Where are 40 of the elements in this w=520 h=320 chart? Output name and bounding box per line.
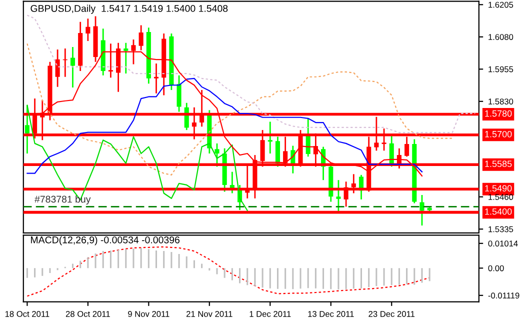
x-tick-label: 9 Nov 2011 <box>128 311 170 317</box>
x-tick-label: 21 Nov 2011 <box>186 311 232 317</box>
candlestick <box>214 142 220 168</box>
x-tick-label: 13 Dec 2011 <box>308 311 354 317</box>
x-tick-label: 1 Dec 2011 <box>250 311 291 317</box>
chart-title: MACD(12,26,9) -0.00534 -0.00396 <box>31 236 180 246</box>
y-tick-label: 1.5335 <box>488 226 514 232</box>
ref-line-label: #783781 buy <box>34 196 91 205</box>
candlestick <box>275 136 280 168</box>
y-tick-label: 0.01014 <box>488 240 518 246</box>
candlestick <box>154 62 159 94</box>
ref-line-label: 1.5700 <box>485 130 512 138</box>
candlestick <box>55 48 60 88</box>
candlestick <box>86 18 90 42</box>
line-series <box>26 104 248 212</box>
ref-line-label: 1.5400 <box>485 208 512 215</box>
candlestick <box>70 46 76 88</box>
candlestick <box>124 42 128 74</box>
y-tick-label: 0.00 <box>488 265 504 272</box>
ref-line-label: 1.5585 <box>485 160 512 168</box>
x-tick-label: 18 Oct 2011 <box>5 311 50 317</box>
candlestick <box>268 121 272 154</box>
line-series <box>26 246 430 297</box>
y-tick-label: -0.01119 <box>488 292 520 298</box>
ref-line-label: 1.5490 <box>485 185 512 192</box>
line-series <box>26 43 453 176</box>
line-series <box>26 78 423 174</box>
chart-title: GBPUSD,Daily 1.5417 1.5419 1.5400 1.5408 <box>30 4 228 14</box>
ref-line-label: 1.5780 <box>485 110 512 117</box>
y-tick-label: 1.6205 <box>488 2 514 8</box>
candlestick <box>24 104 30 154</box>
candlestick <box>176 74 182 112</box>
y-tick-label: 1.6080 <box>488 34 514 40</box>
candlestick <box>420 194 424 226</box>
x-tick-label: 23 Dec 2011 <box>368 311 415 317</box>
line-series <box>26 14 476 134</box>
y-tick-label: 1.5460 <box>488 194 514 200</box>
y-tick-label: 1.5955 <box>488 66 514 72</box>
x-tick-label: 28 Oct 2011 <box>66 311 110 317</box>
y-tick-label: 1.5830 <box>488 98 514 104</box>
